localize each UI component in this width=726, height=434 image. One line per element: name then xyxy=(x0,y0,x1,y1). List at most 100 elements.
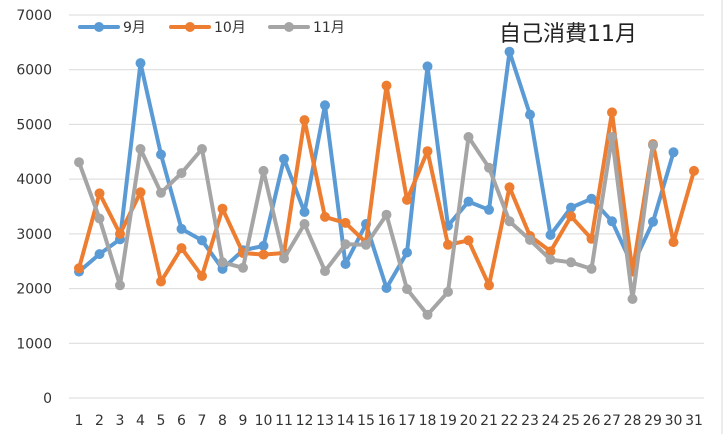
data-point xyxy=(74,157,84,168)
data-point xyxy=(402,284,412,295)
data-point xyxy=(422,146,433,157)
series-2 xyxy=(74,80,699,291)
data-point xyxy=(299,207,310,217)
data-point xyxy=(381,283,392,293)
y-tick-label: 6000 xyxy=(16,63,52,79)
data-point xyxy=(197,144,207,154)
data-point xyxy=(484,204,494,215)
y-tick-label: 2000 xyxy=(16,282,52,298)
x-tick-label: 31 xyxy=(685,413,703,429)
x-tick-label: 13 xyxy=(316,413,334,429)
data-point xyxy=(340,239,351,250)
x-tick-label: 28 xyxy=(624,413,642,429)
x-tick-label: 6 xyxy=(177,413,186,429)
x-tick-label: 10 xyxy=(255,413,273,429)
data-point xyxy=(566,202,576,213)
series-3 xyxy=(74,132,658,320)
data-point xyxy=(668,147,679,158)
series-layer xyxy=(74,46,699,320)
data-point xyxy=(545,230,556,240)
data-point xyxy=(545,254,556,265)
legend-item: 10月 xyxy=(169,20,246,36)
x-tick-label: 26 xyxy=(583,413,601,429)
x-tick-label: 18 xyxy=(419,413,437,429)
data-point xyxy=(648,216,658,227)
data-point xyxy=(94,213,105,224)
data-point xyxy=(545,246,556,257)
y-tick-label: 7000 xyxy=(16,8,52,24)
x-tick-label: 25 xyxy=(562,413,580,429)
x-tick-label: 5 xyxy=(157,413,166,429)
x-tick-label: 30 xyxy=(665,413,683,429)
data-point xyxy=(74,263,84,274)
data-point xyxy=(463,196,474,207)
data-point xyxy=(279,253,289,264)
x-tick-label: 19 xyxy=(439,413,457,429)
data-point xyxy=(299,219,310,229)
data-point xyxy=(258,240,269,251)
data-point xyxy=(94,249,105,260)
legend-swatch-marker xyxy=(284,22,294,32)
data-point xyxy=(381,209,392,220)
data-point xyxy=(689,165,699,176)
data-point xyxy=(607,107,617,118)
series-1 xyxy=(74,46,679,293)
data-point xyxy=(340,259,351,269)
y-axis-tick-labels: 0 1000 2000 3000 4000 5000 6000 7000 xyxy=(16,8,52,407)
data-point xyxy=(94,188,105,199)
legend: 9月 10月 11月 xyxy=(78,20,345,36)
y-tick-label: 5000 xyxy=(16,117,52,133)
data-point xyxy=(525,109,535,120)
data-point xyxy=(422,61,433,72)
data-point xyxy=(258,249,269,260)
x-tick-label: 12 xyxy=(296,413,314,429)
data-point xyxy=(607,216,617,227)
legend-label: 9月 xyxy=(123,20,146,36)
legend-item: 9月 xyxy=(78,20,146,36)
data-point xyxy=(525,234,535,245)
chart-title: 自己消費11月 xyxy=(499,22,637,47)
x-tick-label: 2 xyxy=(95,413,104,429)
data-point xyxy=(361,239,371,250)
data-point xyxy=(238,262,248,273)
x-tick-label: 11 xyxy=(275,413,293,429)
data-point xyxy=(217,257,228,268)
data-point xyxy=(217,203,228,214)
data-point xyxy=(627,294,638,304)
data-point xyxy=(648,140,658,151)
data-point xyxy=(463,132,474,142)
x-tick-label: 27 xyxy=(603,413,621,429)
x-tick-label: 17 xyxy=(398,413,416,429)
data-point xyxy=(115,228,125,239)
data-point xyxy=(135,187,146,198)
x-tick-label: 1 xyxy=(75,413,84,429)
data-point xyxy=(320,266,330,277)
data-point xyxy=(484,162,494,173)
x-tick-label: 22 xyxy=(501,413,519,429)
x-axis-tick-labels: 1 2 3 4 5 6 7 8 9 10 11 12 13 14 15 16 17 18 19 20 21 22 23 24 2… xyxy=(75,413,703,429)
x-tick-label: 21 xyxy=(480,413,498,429)
data-point xyxy=(156,187,166,198)
y-tick-label: 1000 xyxy=(16,336,52,352)
data-point xyxy=(504,216,515,227)
y-tick-label: 4000 xyxy=(16,172,52,188)
x-tick-label: 24 xyxy=(542,413,560,429)
x-tick-label: 4 xyxy=(136,413,145,429)
data-point xyxy=(156,149,166,160)
data-point xyxy=(279,153,289,164)
data-point xyxy=(176,223,187,234)
data-point xyxy=(176,243,187,254)
data-point xyxy=(135,144,146,154)
data-point xyxy=(484,280,494,291)
data-point xyxy=(463,235,474,246)
data-point xyxy=(176,168,187,179)
data-point xyxy=(586,263,597,274)
data-point xyxy=(340,217,351,228)
data-point xyxy=(402,194,412,205)
data-point xyxy=(443,286,453,297)
x-tick-label: 29 xyxy=(644,413,662,429)
x-tick-label: 16 xyxy=(378,413,396,429)
x-tick-label: 14 xyxy=(337,413,355,429)
data-point xyxy=(156,276,166,287)
